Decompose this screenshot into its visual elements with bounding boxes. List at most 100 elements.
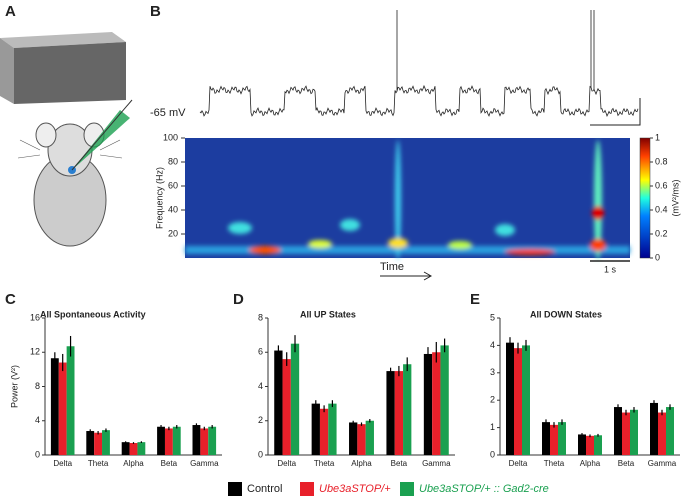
y-tick-label: 1 xyxy=(490,422,495,432)
colorbar-tick-label: 0.6 xyxy=(655,180,668,190)
spectrogram xyxy=(185,137,651,260)
bar xyxy=(522,345,530,455)
colorbar-tick-label: 0.8 xyxy=(655,156,668,166)
time-label: Time xyxy=(380,261,404,273)
bar xyxy=(137,442,146,455)
bar xyxy=(94,432,103,455)
bar xyxy=(192,425,201,455)
bar xyxy=(274,350,283,455)
x-tick-label: Theta xyxy=(88,459,109,468)
bar xyxy=(157,426,165,455)
y-tick-label: 8 xyxy=(35,381,40,391)
bar xyxy=(423,353,433,455)
y-tick-label: 8 xyxy=(258,312,263,322)
x-tick-label: Beta xyxy=(161,459,178,468)
y-tick-label: 2 xyxy=(490,395,495,405)
y-tick-label: 0 xyxy=(258,449,263,459)
bar xyxy=(650,402,658,455)
bar xyxy=(514,348,522,455)
bar xyxy=(666,407,674,455)
x-tick-label: Theta xyxy=(314,459,335,468)
y-tick-label: 6 xyxy=(258,347,263,357)
panel-label: D xyxy=(233,291,244,308)
bar xyxy=(357,424,366,455)
y-tick-label: 16 xyxy=(30,312,40,322)
y-tick-label: 80 xyxy=(168,156,178,166)
time-arrow-head xyxy=(423,271,433,281)
bar xyxy=(658,412,666,455)
y-tick-label: 0 xyxy=(490,449,495,459)
x-tick-label: Gamma xyxy=(422,459,451,468)
chart-title: All DOWN States xyxy=(530,309,602,319)
x-tick-label: Alpha xyxy=(123,459,144,468)
legend-swatch xyxy=(400,482,414,496)
y-tick-label: 4 xyxy=(35,415,40,425)
chart-title: All UP States xyxy=(300,309,356,319)
bar xyxy=(440,345,449,455)
bar xyxy=(394,371,404,455)
bar xyxy=(208,426,217,455)
bar xyxy=(290,343,300,455)
x-tick-label: Delta xyxy=(509,459,528,468)
x-tick-label: Theta xyxy=(544,459,565,468)
y-tick-label: 12 xyxy=(30,347,40,357)
colorbar-label: (mV²/ms) xyxy=(670,180,680,217)
colorbar-tick-label: 0.2 xyxy=(655,228,668,238)
y-axis-label: Frequency (Hz) xyxy=(154,167,164,229)
y-axis-label: Power (V²) xyxy=(9,365,19,408)
bar xyxy=(282,359,291,455)
bar xyxy=(50,358,59,455)
bar xyxy=(164,428,173,455)
panel-label: C xyxy=(5,291,16,308)
bar xyxy=(311,403,320,455)
bar xyxy=(542,422,550,455)
bar xyxy=(58,362,67,455)
bar xyxy=(403,364,412,455)
panel-label: B xyxy=(150,3,161,20)
y-tick-label: 3 xyxy=(490,367,495,377)
panel-label: A xyxy=(5,3,16,20)
bar xyxy=(129,443,138,455)
bar xyxy=(172,426,181,455)
bar xyxy=(86,431,95,455)
chart-title: All Spontaneous Activity xyxy=(40,309,146,319)
x-tick-label: Delta xyxy=(53,459,72,468)
bar xyxy=(578,434,586,455)
x-tick-label: Beta xyxy=(618,459,635,468)
bar xyxy=(586,435,594,455)
x-tick-label: Delta xyxy=(277,459,296,468)
colorbar-tick-label: 0 xyxy=(655,252,660,262)
bar xyxy=(102,430,110,455)
bar xyxy=(386,371,395,455)
x-tick-label: Gamma xyxy=(190,459,219,468)
bar xyxy=(365,420,374,455)
bar xyxy=(594,435,602,455)
y-tick-label: 4 xyxy=(490,340,495,350)
y-tick-label: 40 xyxy=(168,204,178,214)
bar xyxy=(328,403,337,455)
y-tick-label: 20 xyxy=(168,228,178,238)
y-tick-label: 60 xyxy=(168,180,178,190)
bar xyxy=(66,346,75,455)
x-tick-label: Gamma xyxy=(648,459,677,468)
y-tick-label: 100 xyxy=(163,132,178,142)
bar xyxy=(614,407,622,455)
x-tick-label: Beta xyxy=(391,459,408,468)
colorbar-tick-label: 0.4 xyxy=(655,204,668,214)
setup-illustration xyxy=(0,32,133,247)
bar xyxy=(349,422,358,455)
y-tick-label: 0 xyxy=(35,449,40,459)
y-tick-label: 4 xyxy=(258,381,263,391)
y-tick-label: 2 xyxy=(258,415,263,425)
trace-scale-bar xyxy=(590,98,641,126)
legend-label: Ube3aSTOP/+ xyxy=(319,483,391,495)
bar xyxy=(622,412,630,455)
membrane-trace xyxy=(199,10,639,117)
bar xyxy=(550,424,558,455)
bar xyxy=(506,342,514,455)
x-tick-label: Alpha xyxy=(580,459,601,468)
bar xyxy=(432,352,441,455)
bar xyxy=(200,428,209,455)
colorbar-tick-label: 1 xyxy=(655,132,660,142)
